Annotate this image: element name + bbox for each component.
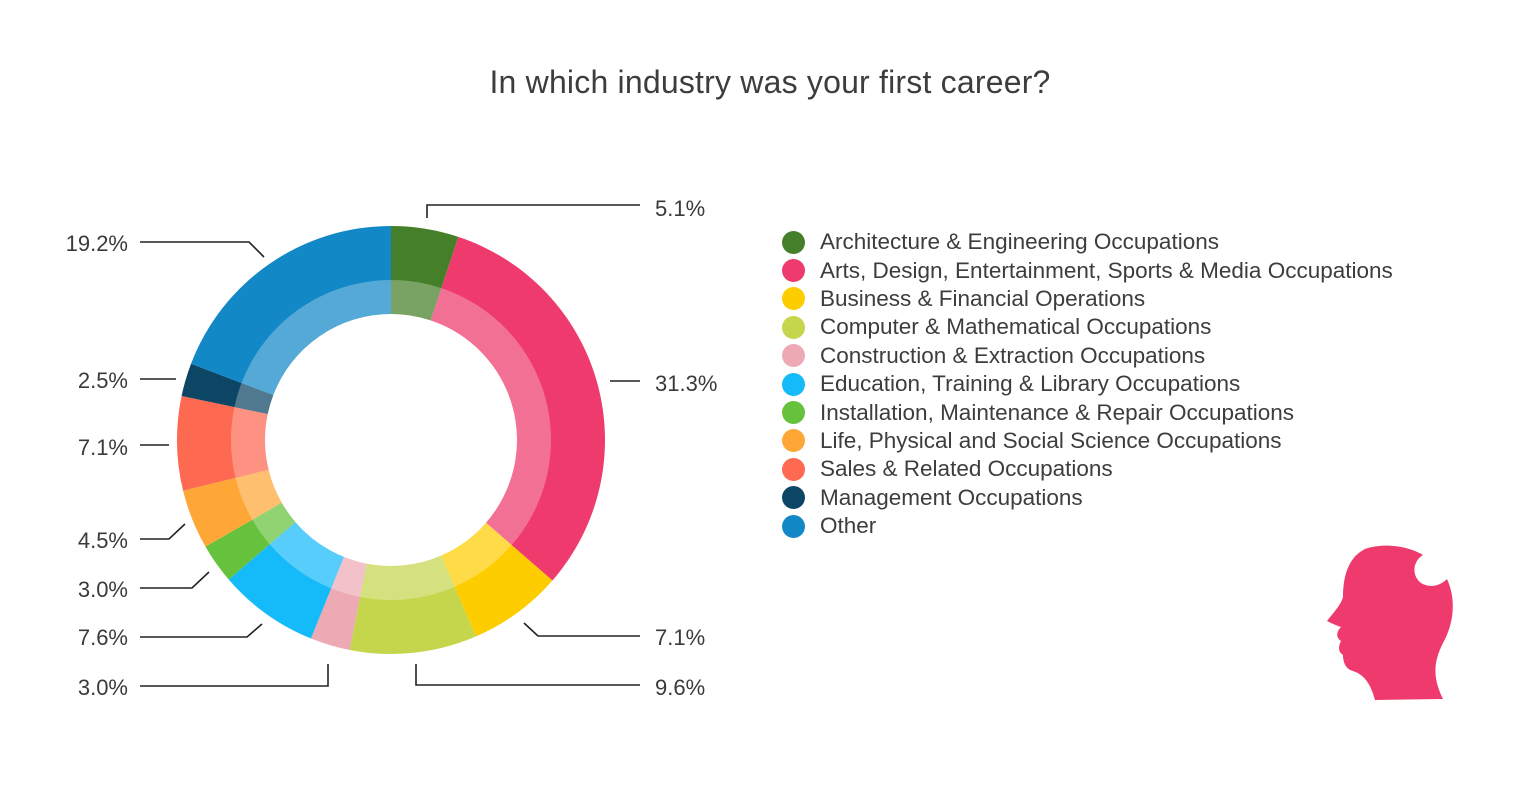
slice-7	[183, 469, 282, 547]
head-silhouette-shape	[1327, 545, 1453, 700]
legend-swatch	[782, 230, 805, 254]
slice-inner-band-3	[360, 555, 455, 600]
legend-swatch	[782, 429, 805, 453]
chart-title: In which industry was your first career?	[489, 64, 1051, 100]
legend-label: Installation, Maintenance & Repair Occup…	[820, 399, 1295, 425]
legend-label: Sales & Related Occupations	[820, 456, 1113, 482]
legend-label: Business & Financial Operations	[820, 285, 1146, 311]
legend-label: Construction & Extraction Occupations	[820, 342, 1206, 368]
slice-6	[205, 502, 296, 580]
legend-label: Computer & Mathematical Occupations	[820, 314, 1212, 340]
legend-label: Arts, Design, Entertainment, Sports & Me…	[820, 257, 1393, 283]
slice-inner-band-8	[230, 407, 269, 478]
slice-inner-band-0	[391, 280, 442, 321]
legend-swatch	[782, 259, 805, 283]
slice-label-2: 7.1%	[655, 625, 705, 650]
leader-line-5	[140, 623, 263, 638]
slice-inner-band-4	[331, 556, 367, 597]
legend-label: Life, Physical and Social Science Occupa…	[820, 427, 1282, 453]
slice-inner-band-2	[441, 522, 512, 587]
slice-inner-band-1	[430, 288, 551, 546]
slice-label-1: 31.3%	[655, 371, 717, 396]
slice-8	[176, 395, 269, 491]
slice-inner-band-7	[235, 469, 282, 520]
donut-slices	[176, 225, 605, 654]
slice-label-6: 3.0%	[78, 577, 128, 602]
legend-item-3: Computer & Mathematical Occupations	[782, 313, 1393, 341]
slice-inner-band-9	[234, 382, 274, 415]
legend-label: Architecture & Engineering Occupations	[820, 229, 1219, 255]
leader-line-3	[415, 664, 640, 686]
leader-line-6	[140, 571, 210, 589]
slice-label-10: 19.2%	[66, 231, 128, 256]
legend-swatch	[782, 372, 805, 396]
slice-label-3: 9.6%	[655, 675, 705, 700]
leader-lines	[140, 204, 640, 687]
legend-item-7: Life, Physical and Social Science Occupa…	[782, 427, 1393, 455]
slice-9	[181, 363, 274, 415]
slice-1	[430, 236, 605, 581]
slice-inner-band-10	[241, 280, 391, 396]
legend-swatch	[782, 457, 805, 481]
slice-label-9: 2.5%	[78, 368, 128, 393]
slice-10	[191, 225, 391, 396]
legend-swatch	[782, 401, 805, 425]
slice-labels: 5.1% 31.3% 7.1% 9.6% 3.0% 7.6% 3.0% 4.5% 7.1% 2.5…	[66, 196, 718, 700]
legend-item-6: Installation, Maintenance & Repair Occup…	[782, 398, 1393, 426]
slice-label-5: 7.6%	[78, 625, 128, 650]
slice-0	[391, 226, 459, 321]
leader-line-4	[140, 664, 329, 687]
legend-item-5: Education, Training & Library Occupation…	[782, 370, 1393, 398]
legend-swatch	[782, 486, 805, 510]
leader-line-2	[523, 622, 640, 637]
slice-label-7: 4.5%	[78, 528, 128, 553]
slice-5	[228, 522, 344, 639]
head-silhouette-icon	[1327, 545, 1453, 700]
slice-2	[441, 522, 553, 637]
slice-3	[349, 555, 476, 654]
legend-swatch	[782, 514, 805, 538]
legend-item-0: Architecture & Engineering Occupations	[782, 228, 1393, 256]
slice-label-4: 3.0%	[78, 675, 128, 700]
slice-label-8: 7.1%	[78, 435, 128, 460]
legend-swatch	[782, 315, 805, 339]
legend-item-10: Other	[782, 512, 1393, 540]
slice-inner-band-5	[269, 522, 344, 589]
legend-label: Education, Training & Library Occupation…	[820, 371, 1241, 397]
legend-label: Management Occupations	[820, 484, 1083, 510]
leader-line-0	[426, 204, 640, 218]
legend-item-2: Business & Financial Operations	[782, 285, 1393, 313]
legend-label: Other	[820, 513, 877, 539]
legend-item-1: Arts, Design, Entertainment, Sports & Me…	[782, 256, 1393, 284]
legend-item-9: Management Occupations	[782, 484, 1393, 512]
slice-label-0: 5.1%	[655, 196, 705, 221]
legend-swatch	[782, 344, 805, 368]
legend-swatch	[782, 287, 805, 311]
slice-inner-band-6	[252, 502, 296, 545]
legend: Architecture & Engineering Occupations Ar…	[782, 228, 1393, 540]
leader-line-7	[140, 523, 186, 540]
legend-item-8: Sales & Related Occupations	[782, 455, 1393, 483]
leader-line-10	[140, 241, 265, 258]
legend-item-4: Construction & Extraction Occupations	[782, 342, 1393, 370]
slice-4	[310, 556, 367, 650]
